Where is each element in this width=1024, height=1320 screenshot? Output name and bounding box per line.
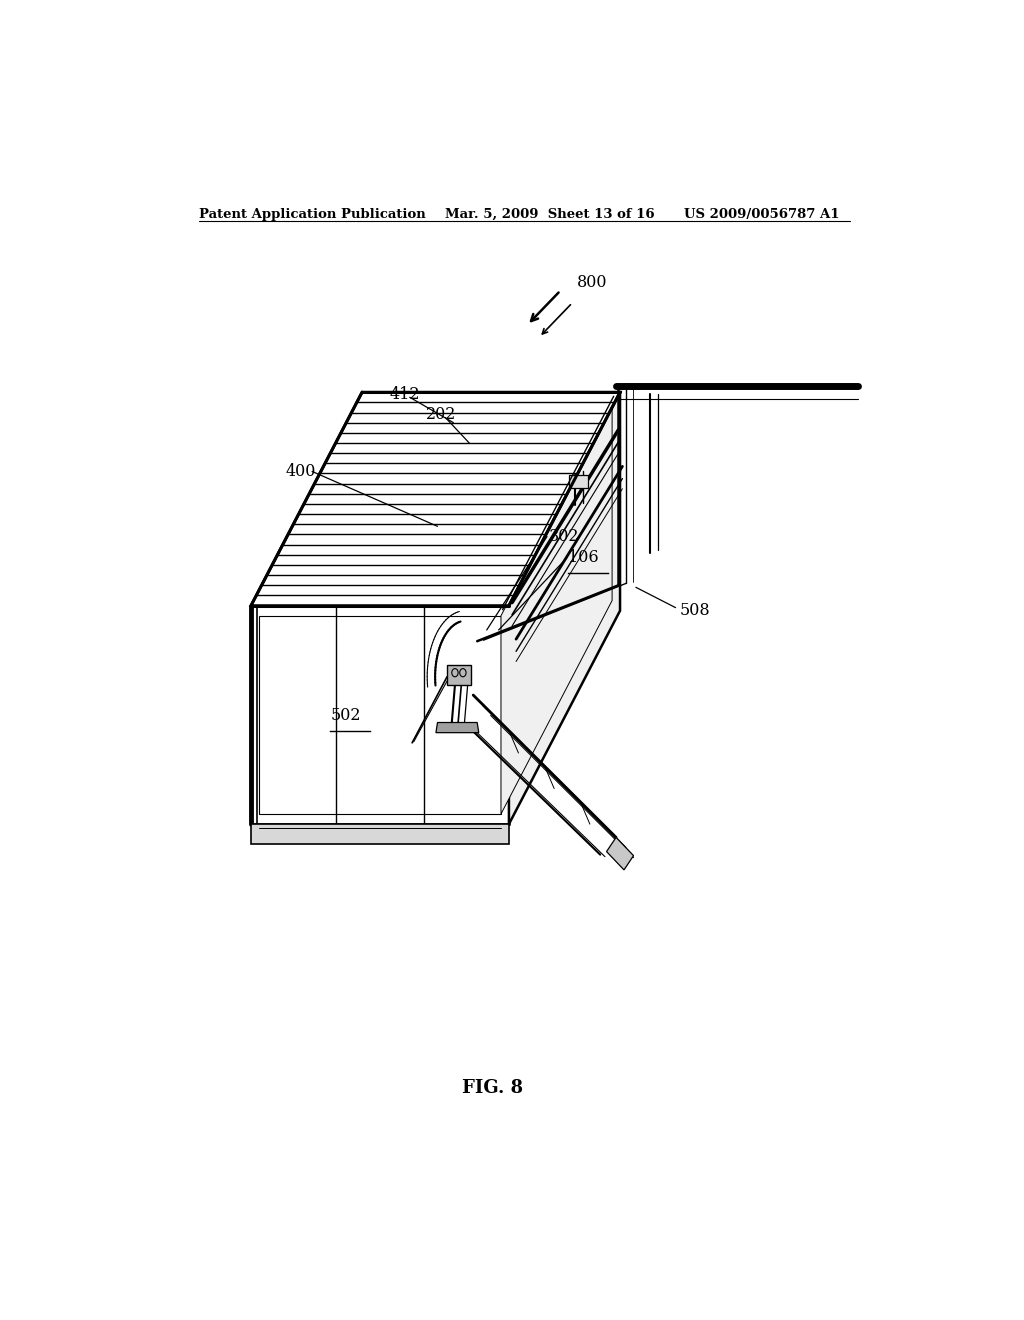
Text: 302: 302 <box>549 528 580 545</box>
Text: 202: 202 <box>426 407 456 422</box>
Text: 502: 502 <box>331 708 360 723</box>
Text: 412: 412 <box>390 385 421 403</box>
Text: 508: 508 <box>680 602 711 619</box>
Text: 400: 400 <box>285 463 315 480</box>
Polygon shape <box>259 615 501 814</box>
Text: 800: 800 <box>577 275 607 290</box>
Polygon shape <box>251 392 620 606</box>
Polygon shape <box>251 824 509 845</box>
Text: US 2009/0056787 A1: US 2009/0056787 A1 <box>684 209 839 222</box>
Polygon shape <box>251 606 509 824</box>
Text: Mar. 5, 2009  Sheet 13 of 16: Mar. 5, 2009 Sheet 13 of 16 <box>445 209 655 222</box>
Polygon shape <box>569 474 588 487</box>
Polygon shape <box>447 664 471 685</box>
Text: 106: 106 <box>568 549 599 566</box>
Text: FIG. 8: FIG. 8 <box>463 1080 523 1097</box>
Polygon shape <box>606 837 634 870</box>
Polygon shape <box>501 403 612 814</box>
Polygon shape <box>509 392 620 824</box>
Polygon shape <box>436 722 479 733</box>
Text: Patent Application Publication: Patent Application Publication <box>200 209 426 222</box>
